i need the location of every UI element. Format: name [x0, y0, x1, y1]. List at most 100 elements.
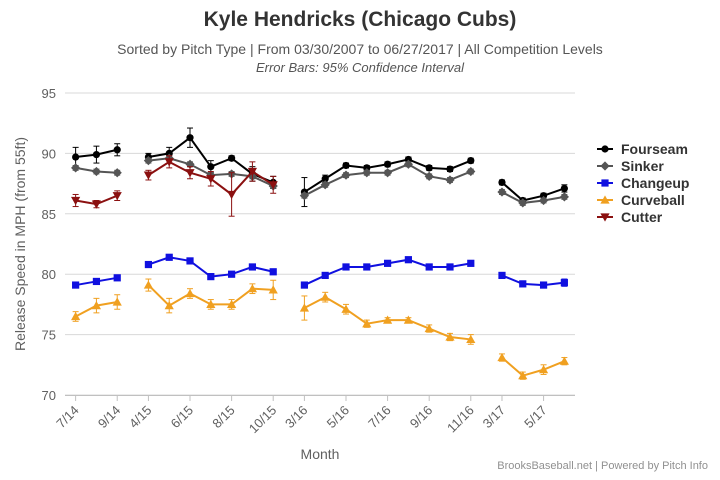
y-tick-label: 70 [42, 388, 56, 403]
data-point [206, 175, 216, 184]
data-point [248, 263, 257, 271]
data-point [538, 195, 549, 206]
data-point [342, 161, 350, 170]
series-line [501, 274, 565, 287]
data-point [383, 259, 392, 267]
legend-item-sinker[interactable]: Sinker [597, 158, 664, 174]
data-point [320, 292, 330, 301]
data-point [143, 171, 154, 180]
data-point [207, 163, 215, 171]
x-tick-label: 11/16 [444, 403, 477, 436]
data-point [186, 257, 194, 265]
data-point [268, 285, 278, 294]
chart-title: Kyle Hendricks (Chicago Cubs) [203, 8, 517, 31]
data-point [446, 165, 454, 173]
x-tick-label: 9/14 [95, 403, 124, 432]
data-point [321, 271, 329, 280]
series-line [501, 356, 565, 377]
data-point [539, 281, 548, 289]
data-point [342, 263, 350, 271]
data-point [165, 149, 173, 157]
data-point [206, 299, 216, 308]
series-fourseam [72, 127, 568, 208]
data-point [341, 170, 351, 180]
data-point [559, 356, 569, 365]
data-point [363, 263, 371, 271]
data-point [320, 180, 330, 190]
data-point [539, 192, 548, 200]
data-point [518, 371, 528, 380]
data-point [143, 156, 154, 166]
legend-item-curveball[interactable]: Curveball [597, 192, 685, 208]
data-point [403, 315, 413, 324]
data-point [498, 178, 506, 186]
series-line [501, 191, 565, 204]
x-tick-label: 4/15 [126, 403, 155, 432]
x-tick-label: 7/14 [53, 403, 82, 432]
data-point [404, 256, 412, 264]
y-tick-label: 90 [42, 146, 56, 161]
data-point [165, 253, 173, 261]
data-point [228, 154, 236, 162]
data-point [186, 134, 194, 142]
data-point [112, 192, 122, 201]
data-point [424, 323, 434, 333]
chart-credits[interactable]: BrooksBaseball.net | Powered by Pitch In… [497, 460, 708, 472]
data-point [91, 301, 102, 310]
data-point [518, 198, 528, 208]
data-point [363, 164, 371, 172]
x-tick-label: 7/16 [365, 403, 394, 432]
legend-label: Sinker [621, 158, 664, 174]
data-point [382, 168, 393, 178]
data-point [207, 273, 215, 281]
data-point [91, 166, 102, 177]
data-point [268, 181, 278, 190]
series-line [501, 181, 565, 202]
legend-item-cutter[interactable]: Cutter [597, 209, 663, 225]
data-point [247, 284, 258, 293]
data-point [362, 319, 372, 328]
data-point [71, 311, 81, 321]
data-point [112, 297, 122, 306]
data-point [299, 303, 310, 312]
data-point [600, 195, 610, 204]
legend-item-fourseam[interactable]: Fourseam [597, 141, 688, 157]
data-point [91, 200, 102, 209]
y-axis-title: Release Speed in MPH (from 55ft) [12, 137, 28, 351]
legend-item-changeup[interactable]: Changeup [597, 175, 689, 191]
data-point [341, 304, 351, 313]
data-point [560, 184, 568, 193]
x-axis-title: Month [301, 446, 340, 462]
y-tick-label: 95 [42, 86, 56, 101]
data-point [404, 155, 412, 164]
data-point [164, 301, 174, 310]
data-point [144, 260, 153, 269]
data-point [247, 167, 258, 177]
x-tick-label: 6/15 [168, 403, 197, 432]
data-point [466, 334, 476, 344]
data-point [601, 179, 609, 187]
data-point [382, 315, 393, 324]
chart-subtitle-error-bars: Error Bars: 95% Confidence Interval [255, 60, 465, 75]
data-point [445, 332, 455, 341]
chart-subtitle: Sorted by Pitch Type | From 03/30/2007 t… [117, 41, 603, 57]
y-tick-label: 85 [42, 207, 56, 222]
data-point [185, 288, 195, 298]
data-point [71, 163, 81, 173]
legend-label: Fourseam [621, 141, 688, 157]
data-point [425, 263, 433, 271]
x-tick-label: 3/17 [480, 403, 509, 432]
data-point [600, 213, 610, 222]
data-point [299, 191, 310, 201]
x-tick-label: 3/16 [282, 403, 311, 432]
data-point [72, 153, 80, 161]
x-tick-label: 8/15 [209, 403, 238, 432]
data-point [113, 274, 121, 282]
data-point [601, 145, 609, 153]
x-tick-label: 10/15 [246, 403, 280, 437]
data-point [466, 166, 476, 177]
data-point [519, 280, 527, 288]
data-point [445, 175, 455, 185]
series-sinker [71, 153, 569, 208]
